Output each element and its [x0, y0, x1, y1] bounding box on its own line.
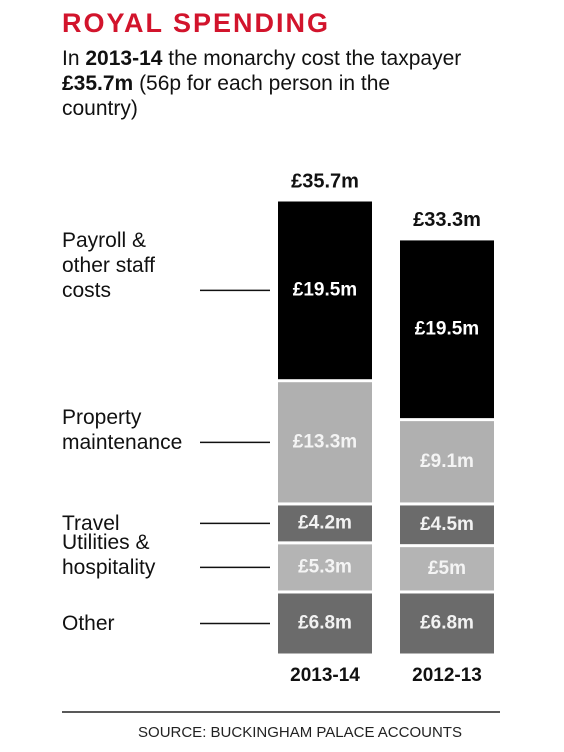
- bar-segment: [278, 593, 372, 654]
- series-name: Travel: [62, 511, 120, 535]
- category-label: 2012-13: [412, 665, 482, 686]
- bar-segment: [400, 240, 494, 419]
- bar-segment: [400, 421, 494, 503]
- bar-segment: [278, 505, 372, 542]
- bar-segment: [400, 593, 494, 654]
- value-label: £5m: [428, 558, 466, 579]
- series-name: Utilities & hospitality: [62, 530, 156, 579]
- value-label: £4.2m: [298, 512, 352, 533]
- series-name: Other: [62, 611, 115, 635]
- value-label: £6.8m: [420, 613, 474, 634]
- bar-segment: [278, 201, 372, 380]
- total-label: £33.3m: [413, 209, 481, 231]
- bar-segment: [400, 547, 494, 591]
- subtitle: In 2013-14 the monarchy cost the taxpaye…: [62, 46, 462, 121]
- category-label: 2013-14: [290, 665, 360, 686]
- value-label: £4.5m: [420, 514, 474, 535]
- value-label: £13.3m: [293, 431, 357, 452]
- subtitle-part: £35.7m: [62, 72, 134, 95]
- bar-segment: [278, 544, 372, 591]
- total-label: £35.7m: [291, 170, 359, 192]
- subtitle-part: In: [62, 47, 86, 70]
- subtitle-part: 2013-14: [85, 47, 163, 70]
- source: SOURCE: BUCKINGHAM PALACE ACCOUNTS: [138, 724, 462, 741]
- series-name: Property maintenance: [62, 405, 183, 454]
- value-label: £19.5m: [293, 279, 357, 300]
- subtitle-part: (56p for each person in the country): [62, 72, 391, 120]
- bar-segment: [400, 505, 494, 545]
- series-name: Payroll & other staff costs: [62, 228, 156, 302]
- bar-segment: [278, 382, 372, 503]
- value-label: £5.3m: [298, 556, 352, 577]
- title: ROYAL SPENDING: [62, 8, 331, 38]
- value-label: £19.5m: [415, 318, 479, 339]
- value-label: £9.1m: [420, 451, 474, 472]
- subtitle-part: the monarchy cost the taxpayer: [162, 47, 462, 70]
- value-label: £6.8m: [298, 613, 352, 634]
